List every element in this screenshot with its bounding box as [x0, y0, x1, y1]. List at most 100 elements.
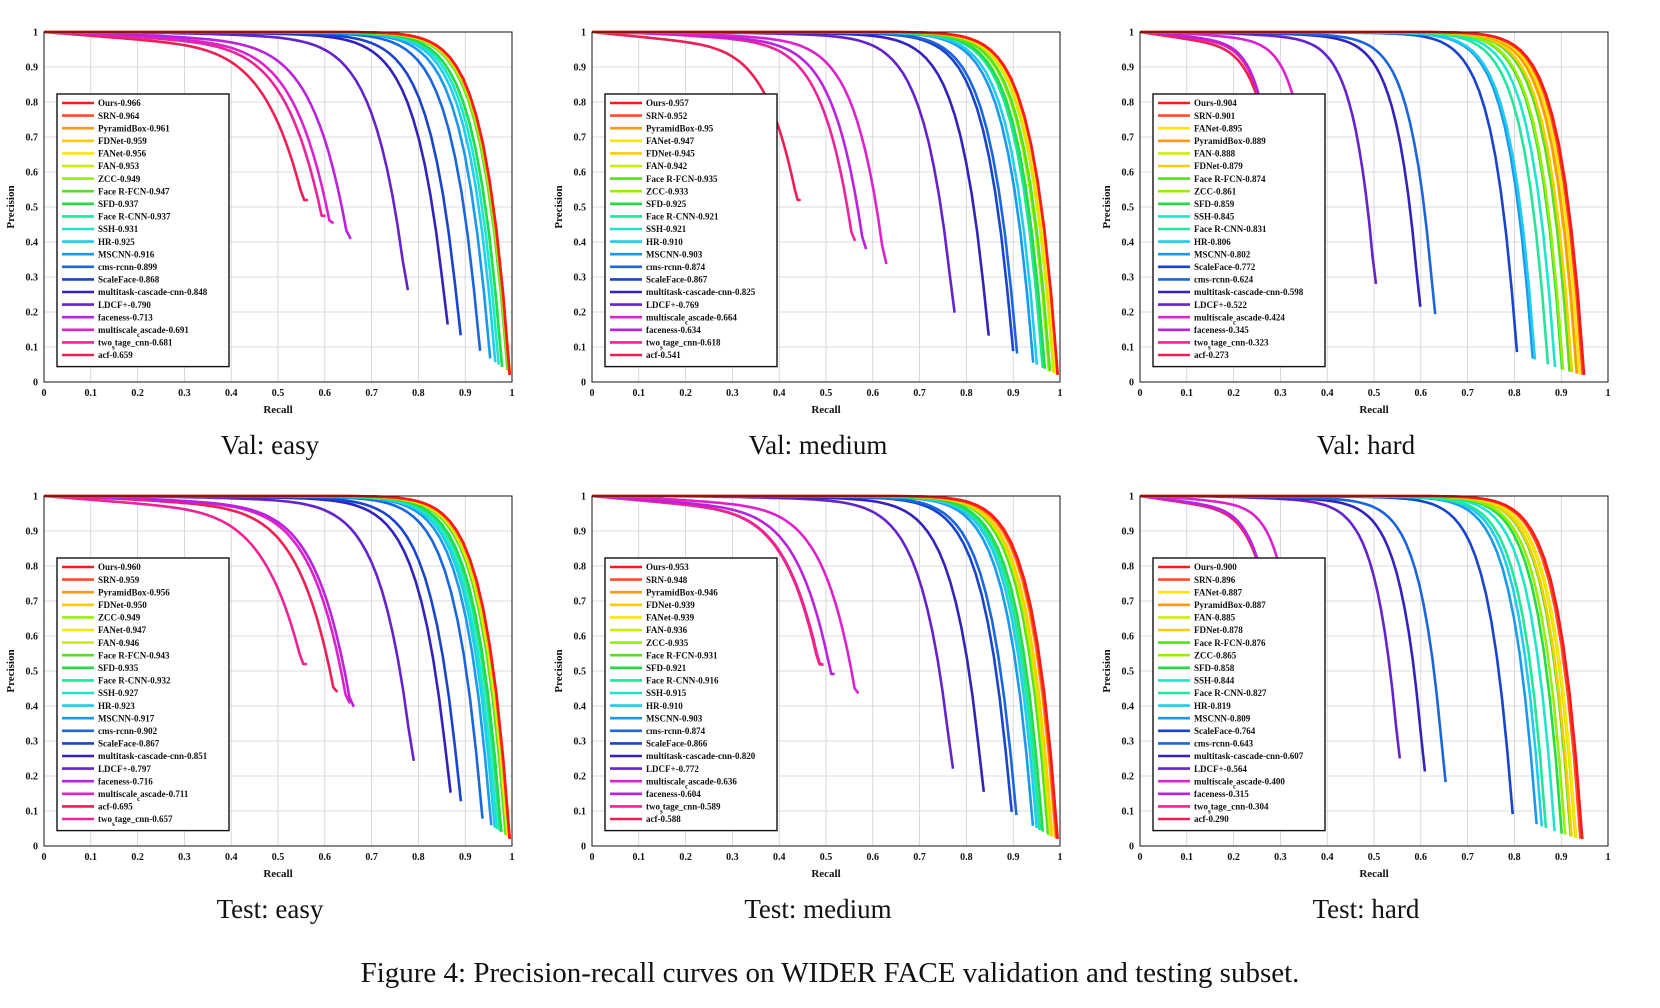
legend-label-multitask-cascade-cnn: multitask-cascade-cnn-0.848: [98, 287, 208, 297]
y-tick-label: 0.7: [574, 133, 587, 144]
x-axis-label: Recall: [1359, 868, 1388, 880]
y-tick-label: 0.4: [574, 702, 587, 713]
legend-label-two-stage-cnn: twostage_cnn-0.681: [98, 338, 173, 352]
legend-label-multiscale-cascade: multiscalecascade-0.664: [646, 312, 737, 326]
legend-label-srn: SRN-0.896: [1194, 575, 1236, 585]
y-tick-label: 1: [33, 28, 38, 39]
legend-label-srn: SRN-0.948: [646, 575, 688, 585]
x-tick-label: 0.9: [1555, 852, 1568, 863]
legend-label-acf: acf-0.588: [646, 814, 681, 824]
chart-title: Test: medium: [744, 894, 892, 924]
axes-frame: [43, 495, 513, 847]
legend-label-srn: SRN-0.901: [1194, 111, 1236, 121]
legend-label-fanet: FANet-0.947: [98, 625, 147, 635]
x-tick-label: 0.6: [1415, 852, 1428, 863]
y-axis-label: Precision: [1101, 649, 1113, 692]
x-tick-label: 0.2: [1227, 852, 1240, 863]
x-axis-label: Recall: [811, 404, 840, 416]
y-tick-label: 0.2: [26, 772, 39, 783]
legend-label-fan: FAN-0.953: [98, 161, 140, 171]
axes-frame: [1139, 31, 1609, 383]
legend-label-fdnet: FDNet-0.959: [98, 136, 147, 146]
y-tick-label: 0.8: [1122, 562, 1135, 573]
chart-val-medium: 0 0.1 0.2 0.3 0.4 0.5 0.6 0.7 0.8 0.9 1 0 0.1 0.2 0.3 0…: [548, 20, 1088, 490]
y-axis-label: Precision: [5, 649, 17, 692]
y-tick-label: 0.4: [574, 238, 587, 249]
y-tick-label: 0.3: [574, 273, 587, 284]
legend-label-fan: FAN-0.942: [646, 161, 688, 171]
legend-label-ldcf: LDCF+-0.522: [1194, 300, 1247, 310]
x-tick-label: 0.5: [820, 852, 833, 863]
x-tick-label: 0: [590, 852, 595, 863]
x-tick-label: 0.3: [178, 388, 191, 399]
legend-label-acf: acf-0.541: [646, 350, 681, 360]
legend-label-fanet: FANet-0.895: [1194, 123, 1243, 133]
chart-title: Test: easy: [216, 894, 324, 924]
y-tick-label: 0.4: [26, 702, 39, 713]
legend-label-faceness: faceness-0.345: [1194, 325, 1249, 335]
x-tick-label: 0.4: [773, 388, 786, 399]
x-tick-label: 0.3: [726, 852, 739, 863]
x-tick-label: 0.1: [85, 388, 98, 399]
legend-label-face-r-cnn: Face R-CNN-0.921: [646, 212, 719, 222]
x-tick-label: 0.2: [131, 388, 144, 399]
legend-label-ldcf: LDCF+-0.772: [646, 764, 699, 774]
legend-label-zcc: ZCC-0.935: [646, 638, 689, 648]
y-tick-label: 0.2: [574, 308, 587, 319]
legend-label-fanet: FANet-0.887: [1194, 587, 1243, 597]
chart-title: Val: medium: [748, 430, 888, 460]
series-line-multiscale-cascade: [592, 494, 860, 695]
legend-label-mscnn: MSCNN-0.916: [98, 249, 155, 259]
chart-title: Val: hard: [1316, 430, 1416, 460]
legend-label-sfd: SFD-0.935: [98, 663, 139, 673]
x-tick-label: 0.8: [960, 852, 973, 863]
legend-label-two-stage-cnn: twostage_cnn-0.657: [98, 814, 173, 828]
legend-label-face-r-cnn: Face R-CNN-0.937: [98, 212, 171, 222]
legend-label-multitask-cascade-cnn: multitask-cascade-cnn-0.820: [646, 751, 756, 761]
legend-label-fdnet: FDNet-0.878: [1194, 625, 1243, 635]
y-tick-label: 0: [1129, 378, 1134, 389]
plot-svg: 0 0.1 0.2 0.3 0.4 0.5 0.6 0.7 0.8 0.9 1 0 0.1 0.2 0.3 0…: [1101, 28, 1611, 417]
y-axis-label: Precision: [5, 185, 17, 228]
y-tick-label: 0.8: [26, 562, 39, 573]
y-tick-label: 0.7: [1122, 133, 1135, 144]
legend-label-fanet: FANet-0.947: [646, 136, 695, 146]
x-tick-label: 1: [1058, 388, 1063, 399]
x-tick-label: 0: [1138, 388, 1143, 399]
plot-svg: 0 0.1 0.2 0.3 0.4 0.5 0.6 0.7 0.8 0.9 1 0 0.1 0.2 0.3 0…: [1101, 492, 1611, 881]
y-tick-label: 0.3: [1122, 737, 1135, 748]
legend-label-face-r-fcn: Face R-FCN-0.931: [646, 650, 718, 660]
y-tick-label: 0.8: [26, 98, 39, 109]
x-tick-label: 1: [510, 852, 515, 863]
chart-test-hard: 0 0.1 0.2 0.3 0.4 0.5 0.6 0.7 0.8 0.9 1 0 0.1 0.2 0.3 0…: [1096, 484, 1636, 954]
x-tick-label: 1: [1606, 852, 1611, 863]
legend-label-sfd: SFD-0.859: [1194, 199, 1235, 209]
legend-label-fan: FAN-0.936: [646, 625, 688, 635]
x-tick-label: 0.8: [1508, 388, 1521, 399]
legend-label-faceness: faceness-0.716: [98, 776, 153, 786]
y-tick-label: 0.4: [1122, 702, 1135, 713]
legend-label-fan: FAN-0.946: [98, 638, 140, 648]
legend-label-fdnet: FDNet-0.939: [646, 600, 695, 610]
legend-label-cms-rcnn: cms-rcnn-0.902: [98, 726, 158, 736]
x-tick-label: 0.6: [867, 388, 880, 399]
legend-label-fdnet: FDNet-0.945: [646, 149, 695, 159]
y-tick-label: 0.9: [1122, 527, 1135, 538]
legend-label-pyramidbox: PyramidBox-0.946: [646, 587, 718, 597]
plot-svg: 0 0.1 0.2 0.3 0.4 0.5 0.6 0.7 0.8 0.9 1 0 0.1 0.2 0.3 0…: [553, 28, 1063, 417]
x-axis-label: Recall: [811, 868, 840, 880]
x-axis-label: Recall: [1359, 404, 1388, 416]
y-tick-label: 0.9: [26, 527, 39, 538]
legend-label-face-r-fcn: Face R-FCN-0.874: [1194, 174, 1266, 184]
x-tick-label: 0.8: [412, 388, 425, 399]
x-tick-label: 0: [590, 388, 595, 399]
x-tick-label: 0.5: [272, 388, 285, 399]
series-line-acf: [43, 30, 308, 202]
legend: Ours-0.957 SRN-0.952 PyramidBox-0.95 FANet-…: [604, 93, 778, 368]
legend: Ours-0.953 SRN-0.948 PyramidBox-0.946 FDNet…: [604, 557, 778, 832]
legend-label-zcc: ZCC-0.861: [1194, 186, 1237, 196]
legend-label-sfd: SFD-0.858: [1194, 663, 1235, 673]
legend: Ours-0.904 SRN-0.901 FANet-0.895 PyramidBox…: [1152, 93, 1326, 368]
legend-label-ours: Ours-0.960: [98, 562, 141, 572]
x-tick-label: 0.8: [960, 388, 973, 399]
